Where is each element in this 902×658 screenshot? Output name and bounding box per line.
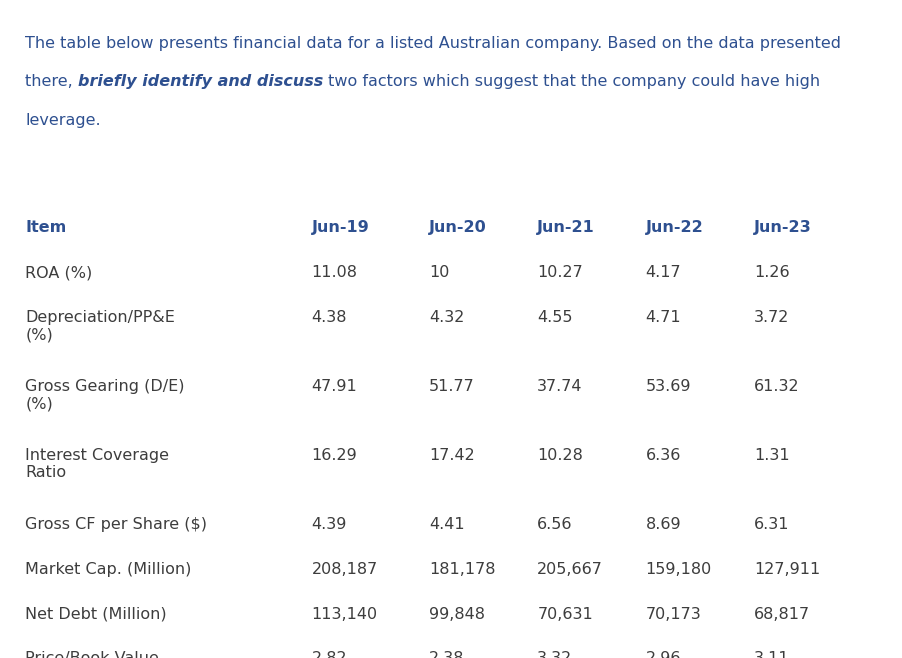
Text: Jun-22: Jun-22 [645, 220, 703, 236]
Text: The table below presents financial data for a listed Australian company. Based o: The table below presents financial data … [25, 36, 841, 51]
Text: Item: Item [25, 220, 67, 236]
Text: 51.77: 51.77 [428, 379, 474, 394]
Text: 99,848: 99,848 [428, 607, 484, 622]
Text: 4.71: 4.71 [645, 310, 680, 325]
Text: Market Cap. (Million): Market Cap. (Million) [25, 562, 191, 577]
Text: 3.72: 3.72 [753, 310, 788, 325]
Text: 6.31: 6.31 [753, 517, 788, 532]
Text: 4.39: 4.39 [311, 517, 346, 532]
Text: 4.38: 4.38 [311, 310, 346, 325]
Text: Jun-21: Jun-21 [537, 220, 594, 236]
Text: 70,631: 70,631 [537, 607, 593, 622]
Text: 181,178: 181,178 [428, 562, 495, 577]
Text: 68,817: 68,817 [753, 607, 809, 622]
Text: 205,667: 205,667 [537, 562, 603, 577]
Text: Jun-19: Jun-19 [311, 220, 369, 236]
Text: 113,140: 113,140 [311, 607, 377, 622]
Text: 4.17: 4.17 [645, 265, 680, 280]
Text: 10: 10 [428, 265, 449, 280]
Text: 4.41: 4.41 [428, 517, 464, 532]
Text: 1.31: 1.31 [753, 448, 788, 463]
Text: 61.32: 61.32 [753, 379, 799, 394]
Text: 8.69: 8.69 [645, 517, 680, 532]
Text: briefly identify and discuss: briefly identify and discuss [78, 74, 323, 89]
Text: Gross Gearing (D/E)
(%): Gross Gearing (D/E) (%) [25, 379, 185, 411]
Text: 4.55: 4.55 [537, 310, 572, 325]
Text: 2.82: 2.82 [311, 651, 346, 658]
Text: two factors which suggest that the company could have high: two factors which suggest that the compa… [323, 74, 820, 89]
Text: Net Debt (Million): Net Debt (Million) [25, 607, 167, 622]
Text: 6.36: 6.36 [645, 448, 680, 463]
Text: 17.42: 17.42 [428, 448, 474, 463]
Text: 70,173: 70,173 [645, 607, 701, 622]
Text: Jun-23: Jun-23 [753, 220, 811, 236]
Text: 2.38: 2.38 [428, 651, 464, 658]
Text: Price/Book Value: Price/Book Value [25, 651, 159, 658]
Text: 159,180: 159,180 [645, 562, 711, 577]
Text: Interest Coverage
Ratio: Interest Coverage Ratio [25, 448, 169, 480]
Text: Depreciation/PP&E
(%): Depreciation/PP&E (%) [25, 310, 175, 342]
Text: 3.32: 3.32 [537, 651, 572, 658]
Text: leverage.: leverage. [25, 113, 101, 128]
Text: 4.32: 4.32 [428, 310, 464, 325]
Text: 10.28: 10.28 [537, 448, 583, 463]
Text: 47.91: 47.91 [311, 379, 357, 394]
Text: Gross CF per Share ($): Gross CF per Share ($) [25, 517, 207, 532]
Text: 10.27: 10.27 [537, 265, 583, 280]
Text: there,: there, [25, 74, 78, 89]
Text: 3.11: 3.11 [753, 651, 788, 658]
Text: 1.26: 1.26 [753, 265, 788, 280]
Text: 208,187: 208,187 [311, 562, 377, 577]
Text: 11.08: 11.08 [311, 265, 357, 280]
Text: 16.29: 16.29 [311, 448, 357, 463]
Text: 37.74: 37.74 [537, 379, 582, 394]
Text: 6.56: 6.56 [537, 517, 572, 532]
Text: 2.96: 2.96 [645, 651, 680, 658]
Text: Jun-20: Jun-20 [428, 220, 486, 236]
Text: 127,911: 127,911 [753, 562, 819, 577]
Text: ROA (%): ROA (%) [25, 265, 92, 280]
Text: 53.69: 53.69 [645, 379, 690, 394]
